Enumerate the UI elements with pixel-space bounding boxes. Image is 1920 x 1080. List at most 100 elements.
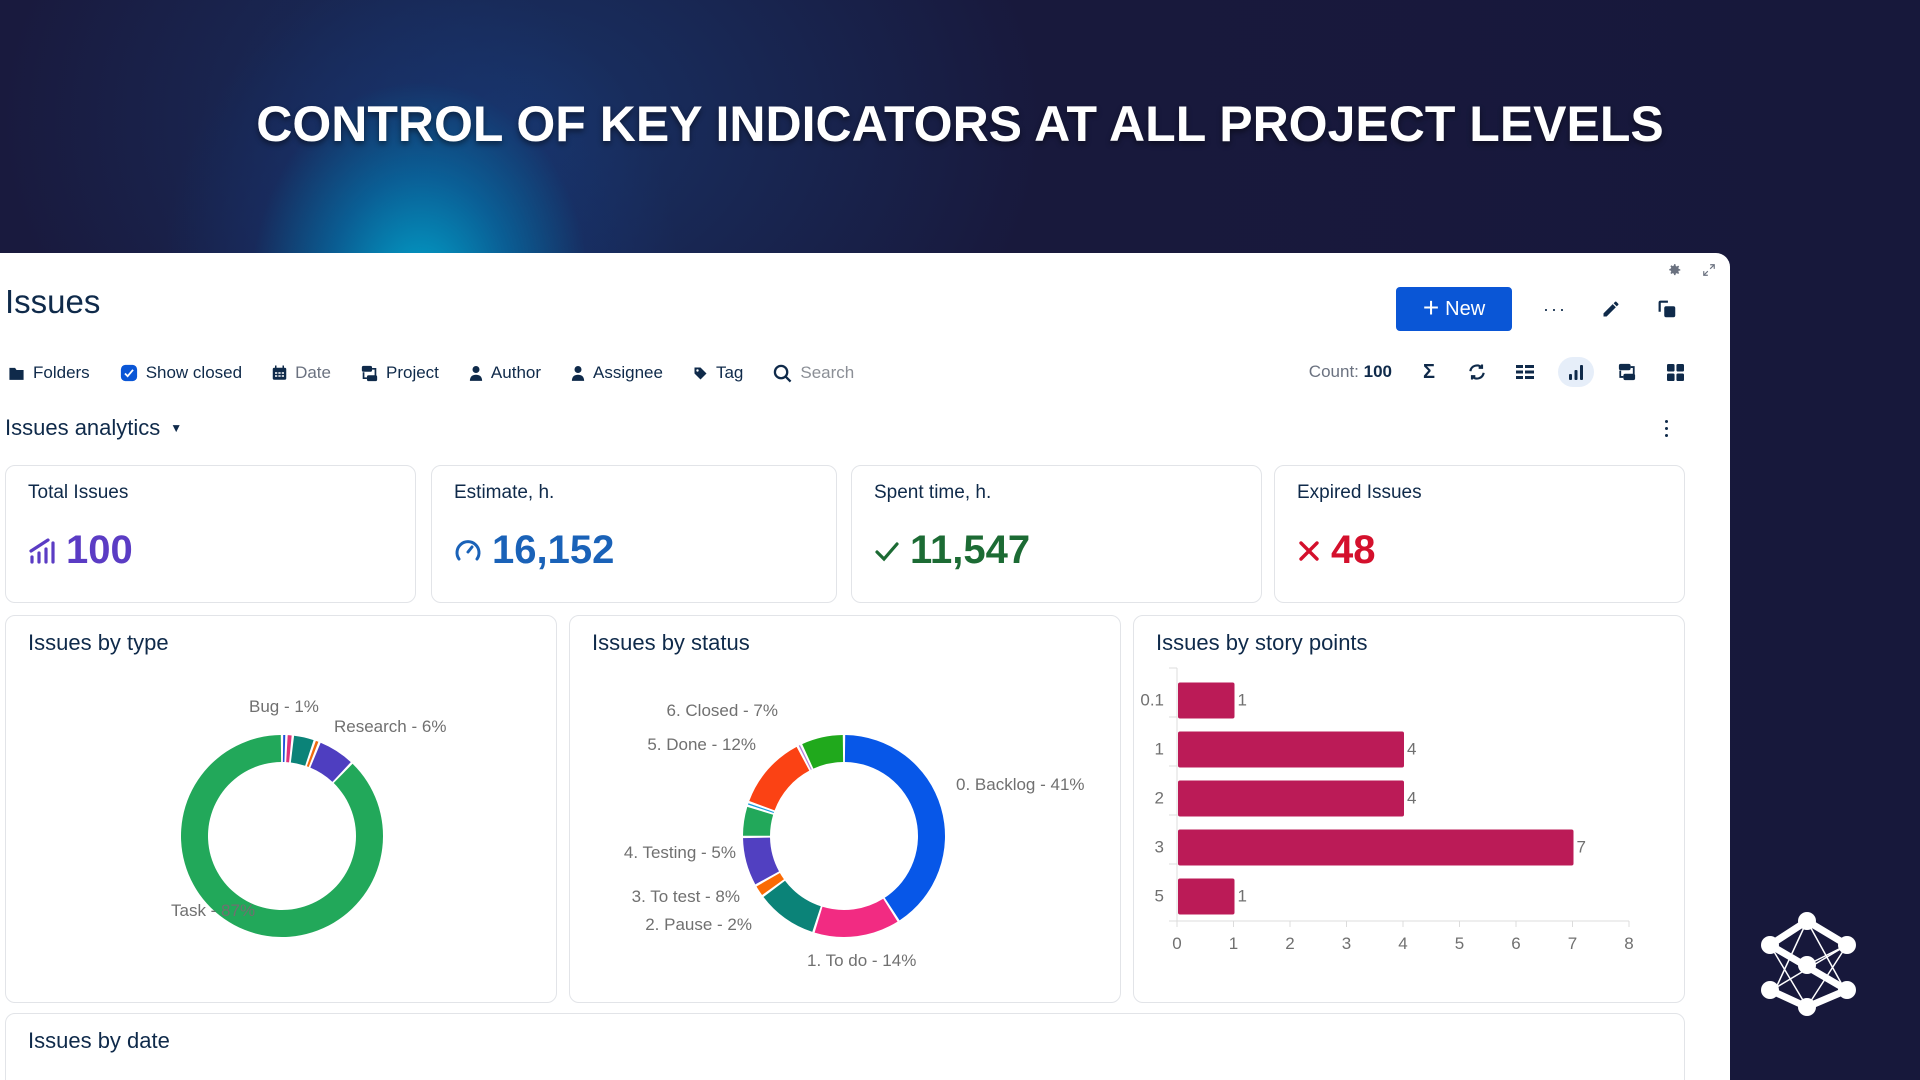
x-tick-label: 0 bbox=[1172, 934, 1181, 953]
filter-date[interactable]: Date bbox=[272, 363, 331, 383]
pie-slice[interactable] bbox=[802, 735, 844, 769]
pie-slice[interactable] bbox=[756, 872, 784, 896]
sum-button[interactable]: Σ bbox=[1414, 357, 1444, 387]
x-tick-label: 8 bbox=[1624, 934, 1633, 953]
list-view-button[interactable] bbox=[1510, 357, 1540, 387]
chart-title: Issues by type bbox=[28, 630, 169, 655]
filter-assignee[interactable]: Assignee bbox=[571, 363, 663, 383]
pie-slice[interactable] bbox=[814, 898, 898, 937]
search-field[interactable]: Search bbox=[773, 363, 854, 383]
issues-by-story-points-chart: 0 1 2 3 4 5 6 7 8 0.1 1 1 4 2 4 3 7 5 1 bbox=[1140, 667, 1634, 953]
analytics-menu-button[interactable] bbox=[1665, 420, 1668, 437]
filter-tag[interactable]: Tag bbox=[693, 363, 743, 383]
filter-folders[interactable]: Folders bbox=[8, 363, 90, 383]
bar-value-label: 1 bbox=[1238, 691, 1247, 710]
x-tick-label: 4 bbox=[1398, 934, 1407, 953]
filter-author[interactable]: Author bbox=[469, 363, 541, 383]
slice-label: 4. Testing - 5% bbox=[624, 843, 736, 862]
kpi-value: 48 bbox=[1331, 528, 1376, 572]
pie-slice[interactable] bbox=[844, 735, 945, 921]
issues-by-status-chart: 0. Backlog - 41% 1. To do - 14% 2. Pause -… bbox=[624, 701, 1085, 970]
list-view-icon bbox=[1516, 365, 1534, 379]
kpi-value-row: 100 bbox=[28, 528, 133, 573]
headline: CONTROL OF KEY INDICATORS AT ALL PROJECT… bbox=[256, 96, 1664, 152]
x-tick-label: 5 bbox=[1455, 934, 1464, 953]
ellipsis-icon: ··· bbox=[1543, 298, 1567, 319]
pie-slice[interactable] bbox=[748, 803, 774, 813]
bar[interactable] bbox=[1178, 878, 1235, 915]
slice-label: Research - 6% bbox=[334, 717, 446, 736]
pie-slice[interactable] bbox=[743, 806, 774, 836]
filter-label: Project bbox=[386, 363, 439, 382]
pie-slice[interactable] bbox=[798, 745, 812, 770]
filter-bar: Folders Show closed Date Project Author … bbox=[8, 363, 854, 383]
pie-slice[interactable] bbox=[310, 742, 351, 782]
kpi-value-row: 11,547 bbox=[874, 528, 1030, 573]
filter-label: Tag bbox=[715, 363, 744, 382]
bar[interactable] bbox=[1178, 780, 1404, 817]
filter-label: Folders bbox=[33, 363, 90, 382]
project-icon bbox=[361, 365, 378, 381]
kpi-value: 16,152 bbox=[492, 528, 615, 572]
checkbox-checked-icon[interactable] bbox=[120, 364, 138, 382]
folder-icon bbox=[9, 367, 24, 380]
bar[interactable] bbox=[1178, 829, 1574, 866]
y-tick-label: 0.1 bbox=[1140, 691, 1164, 710]
grid-view-button[interactable] bbox=[1660, 357, 1690, 387]
x-tick-label: 6 bbox=[1511, 934, 1520, 953]
pie-slice[interactable] bbox=[749, 746, 810, 811]
copy-button[interactable] bbox=[1654, 296, 1680, 322]
kpi-title: Expired Issues bbox=[1297, 482, 1422, 503]
view-toolbar: Count: 100 Σ bbox=[1309, 357, 1690, 387]
y-tick-label: 5 bbox=[1155, 887, 1164, 906]
y-tick-label: 2 bbox=[1155, 789, 1164, 808]
chart-view-button[interactable] bbox=[1558, 357, 1594, 387]
analytics-dropdown[interactable]: Issues analytics ▼ bbox=[5, 415, 182, 441]
chart-card-issues-by-status: Issues by status 0. Backlog - 41% 1. To d… bbox=[569, 615, 1121, 1003]
new-issue-button[interactable]: + New bbox=[1396, 287, 1512, 331]
kpi-value: 100 bbox=[66, 528, 133, 572]
trend-bars-icon bbox=[29, 537, 55, 564]
pie-slice[interactable] bbox=[282, 735, 286, 763]
bar[interactable] bbox=[1178, 731, 1404, 768]
chart-view-icon bbox=[1569, 365, 1583, 380]
kpi-card-expired-issues: Expired Issues 48 bbox=[1274, 465, 1685, 603]
board-view-button[interactable] bbox=[1612, 357, 1642, 387]
search-icon bbox=[774, 364, 792, 382]
kpi-card-estimate: Estimate, h. 16,152 bbox=[431, 465, 837, 603]
bar-value-label: 1 bbox=[1238, 887, 1247, 906]
kpi-title: Total Issues bbox=[28, 482, 129, 503]
pie-slice[interactable] bbox=[290, 735, 314, 766]
page-title: Issues bbox=[5, 283, 101, 320]
edit-button[interactable] bbox=[1598, 296, 1624, 322]
pie-slice[interactable] bbox=[743, 837, 780, 885]
gear-icon[interactable] bbox=[1668, 263, 1682, 279]
bar[interactable] bbox=[1178, 682, 1235, 719]
cross-icon bbox=[1299, 540, 1319, 561]
more-options-button[interactable]: ··· bbox=[1542, 296, 1568, 322]
filter-label: Assignee bbox=[593, 363, 663, 382]
pie-slice[interactable] bbox=[763, 880, 821, 932]
chart-card-issues-by-type: Issues by type Bug - 1% Research - 6% Task… bbox=[5, 615, 557, 1003]
slice-label: Bug - 1% bbox=[249, 697, 319, 716]
x-tick-label: 2 bbox=[1285, 934, 1294, 953]
expand-icon[interactable] bbox=[1702, 263, 1716, 279]
refresh-button[interactable] bbox=[1462, 357, 1492, 387]
filter-label: Author bbox=[490, 363, 542, 382]
brand-logo-icon bbox=[1761, 912, 1856, 1016]
chart-card-issues-by-story-points: Issues by story points 0 1 2 3 4 5 6 7 8 0.1 1 1 4 2 4… bbox=[1133, 615, 1685, 1003]
x-tick-label: 7 bbox=[1568, 934, 1577, 953]
pie-slice[interactable] bbox=[286, 735, 292, 763]
pencil-icon bbox=[1603, 301, 1619, 317]
pie-slice[interactable] bbox=[306, 740, 319, 767]
chart-title: Issues by story points bbox=[1156, 630, 1368, 655]
slice-label: 2. Pause - 2% bbox=[645, 915, 752, 934]
x-tick-label: 1 bbox=[1229, 934, 1238, 953]
slice-label: 3. To test - 8% bbox=[632, 887, 740, 906]
y-tick-label: 1 bbox=[1155, 740, 1164, 759]
filter-show-closed[interactable]: Show closed bbox=[120, 363, 242, 383]
filter-project[interactable]: Project bbox=[361, 363, 439, 383]
search-input[interactable]: Search bbox=[800, 363, 855, 382]
filter-label: Date bbox=[295, 363, 331, 382]
person-icon bbox=[469, 366, 483, 381]
